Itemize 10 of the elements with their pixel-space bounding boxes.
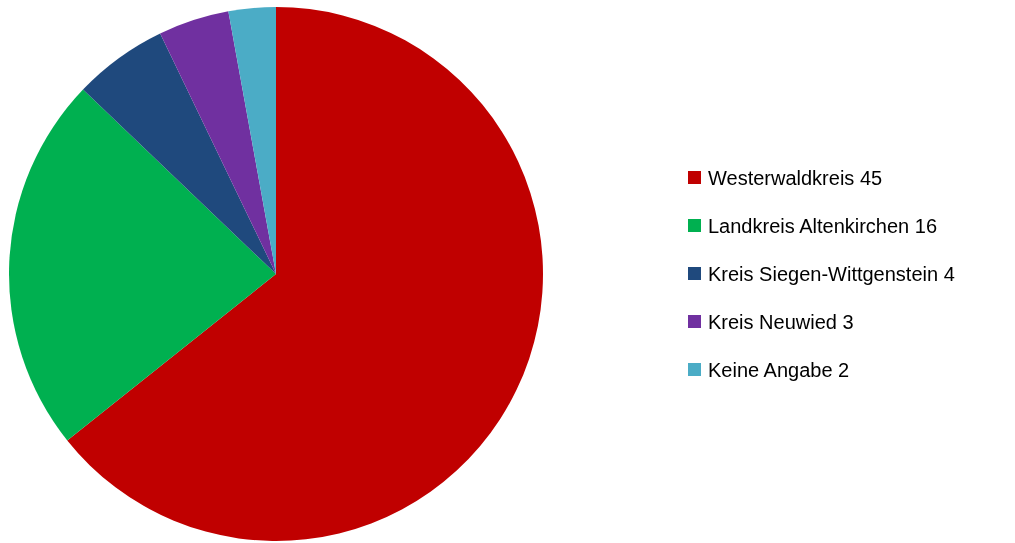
pie-slice <box>67 7 543 541</box>
legend-label: Landkreis Altenkirchen 16 <box>708 215 938 237</box>
pie-slice <box>9 89 276 441</box>
pie-slice <box>228 7 276 274</box>
pie-slice <box>83 33 276 274</box>
legend-label: Kreis Neuwied 3 <box>708 311 854 333</box>
legend-label: Westerwaldkreis 45 <box>708 167 883 189</box>
legend-label: Keine Angabe 2 <box>708 359 850 381</box>
legend-label: Kreis Siegen-Wittgenstein 4 <box>708 263 955 285</box>
pie-slice <box>160 11 276 274</box>
